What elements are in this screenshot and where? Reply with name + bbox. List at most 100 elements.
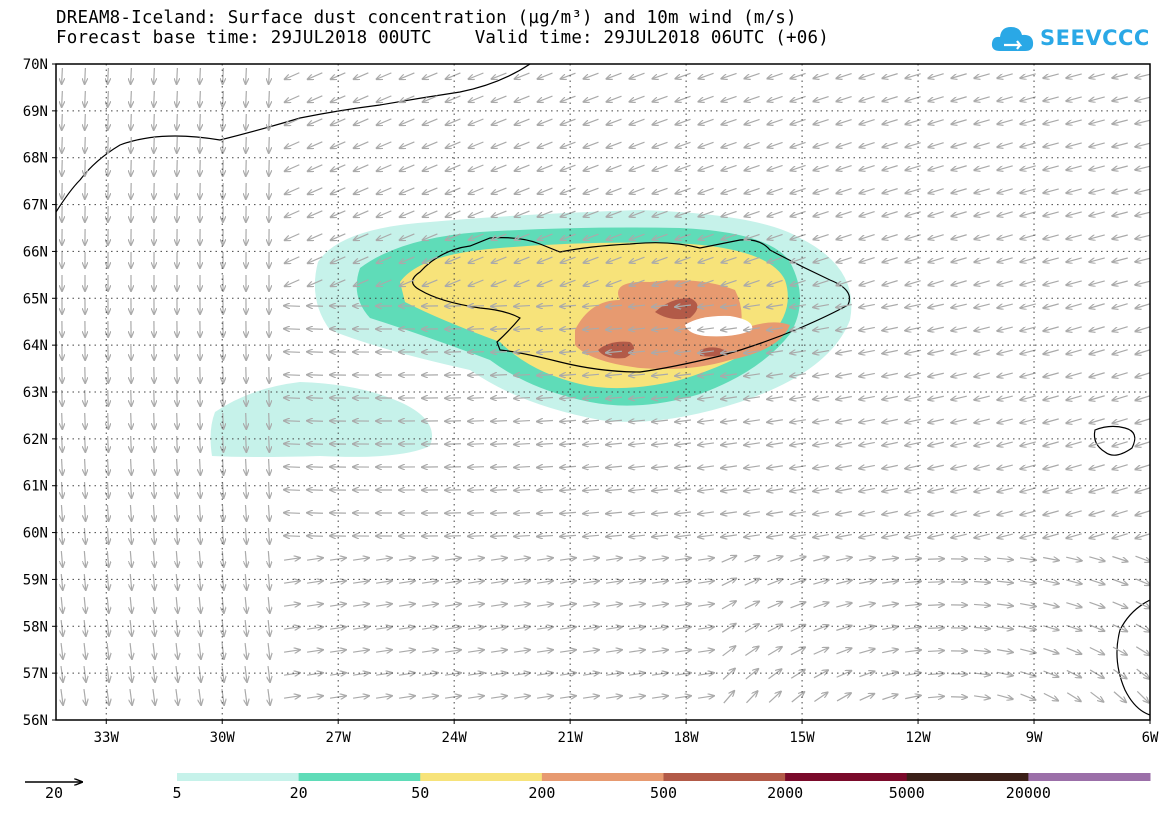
wind-vector <box>997 441 1013 446</box>
wind-vector <box>836 512 852 515</box>
wind-vector <box>1043 510 1059 515</box>
wind-vector <box>721 187 737 193</box>
wind-vector <box>928 73 944 79</box>
wind-vector <box>491 421 508 422</box>
scotland-coastline <box>1116 599 1150 716</box>
wind-vector <box>329 627 346 629</box>
wind-vector <box>400 233 415 240</box>
wind-vector <box>697 650 714 652</box>
wind-vector <box>199 527 200 544</box>
wind-vector <box>790 579 805 586</box>
wind-vector <box>790 670 805 679</box>
wind-vector <box>768 669 782 680</box>
wind-vector <box>698 210 714 216</box>
wind-vector <box>628 604 645 606</box>
wind-vector <box>200 412 201 429</box>
wind-vector <box>721 95 737 101</box>
wind-vector <box>469 233 484 240</box>
wind-vector <box>398 696 415 698</box>
wind-vector <box>652 72 668 78</box>
wind-vector <box>538 141 553 148</box>
wind-vector <box>1089 533 1105 539</box>
lon-label: 9W <box>1026 730 1043 746</box>
wind-vector <box>468 329 485 330</box>
wind-vector <box>421 581 438 583</box>
wind-vector <box>607 164 622 171</box>
wind-vector <box>606 466 623 468</box>
wind-vector <box>561 256 576 263</box>
wind-vector <box>767 579 783 586</box>
wind-vector <box>538 233 553 240</box>
wind-vector <box>269 435 270 452</box>
wind-vector <box>268 504 269 521</box>
wind-vector <box>836 693 851 702</box>
wind-vector <box>61 596 63 613</box>
wind-vector <box>767 72 783 78</box>
lat-label: 57N <box>23 666 48 682</box>
wind-vector <box>651 650 668 652</box>
wind-vector <box>1089 188 1105 193</box>
wind-vector <box>176 504 177 521</box>
wind-vector <box>974 257 990 262</box>
wind-vector <box>583 397 600 398</box>
wind-vector <box>375 627 392 629</box>
wind-vector <box>928 211 944 217</box>
wind-vector <box>767 279 783 285</box>
wind-vector <box>308 256 323 263</box>
wind-vector <box>951 534 967 538</box>
wind-vector <box>629 187 645 194</box>
wind-vector <box>584 256 599 263</box>
wind-vector <box>629 466 646 468</box>
wind-vector <box>951 465 967 469</box>
wind-vector <box>582 650 599 652</box>
wind-vector <box>84 527 85 544</box>
wind-vector <box>200 113 201 130</box>
wind-vector <box>468 490 485 491</box>
wind-vector <box>790 233 806 239</box>
wind-vector <box>200 481 201 498</box>
wind-vector <box>514 329 531 330</box>
wind-vector <box>1090 691 1104 702</box>
wind-vector <box>491 306 508 307</box>
wind-vector <box>513 673 530 675</box>
wind-vector <box>177 136 178 153</box>
wind-vector <box>652 118 668 124</box>
wind-vector <box>536 673 553 675</box>
wind-vector <box>698 466 715 468</box>
wind-vector <box>721 118 737 124</box>
wind-vector <box>629 233 645 240</box>
wind-vector <box>836 420 852 423</box>
wind-vector <box>331 256 346 263</box>
wind-vector <box>928 96 944 102</box>
wind-vector <box>421 558 438 560</box>
wind-vector <box>154 136 155 153</box>
wind-vector <box>560 420 577 421</box>
wind-vector <box>698 305 715 307</box>
wind-vector <box>177 67 178 84</box>
wind-vector <box>283 696 300 698</box>
wind-vector <box>675 95 691 101</box>
wind-vector <box>538 95 553 102</box>
wind-vector <box>538 210 553 217</box>
wind-vector <box>629 305 646 307</box>
wind-vector <box>836 351 852 354</box>
wind-vector <box>721 601 736 610</box>
wind-vector <box>744 374 760 376</box>
wind-vector <box>352 696 369 698</box>
wind-vector <box>107 550 108 567</box>
wind-vector <box>284 329 301 330</box>
wind-vector <box>790 118 806 124</box>
wind-vector <box>1135 464 1150 470</box>
wind-vector <box>582 581 599 583</box>
wind-vector <box>1066 326 1082 331</box>
wind-vector <box>467 604 484 606</box>
wind-vector <box>974 234 990 239</box>
colorbar-swatch <box>785 773 908 781</box>
wind-vector <box>652 420 669 422</box>
wind-vector <box>400 141 415 148</box>
wind-vector <box>997 96 1013 101</box>
wind-vector <box>629 95 645 102</box>
wind-vector <box>928 419 944 423</box>
wind-vector <box>859 165 875 171</box>
wind-vector <box>790 279 806 285</box>
